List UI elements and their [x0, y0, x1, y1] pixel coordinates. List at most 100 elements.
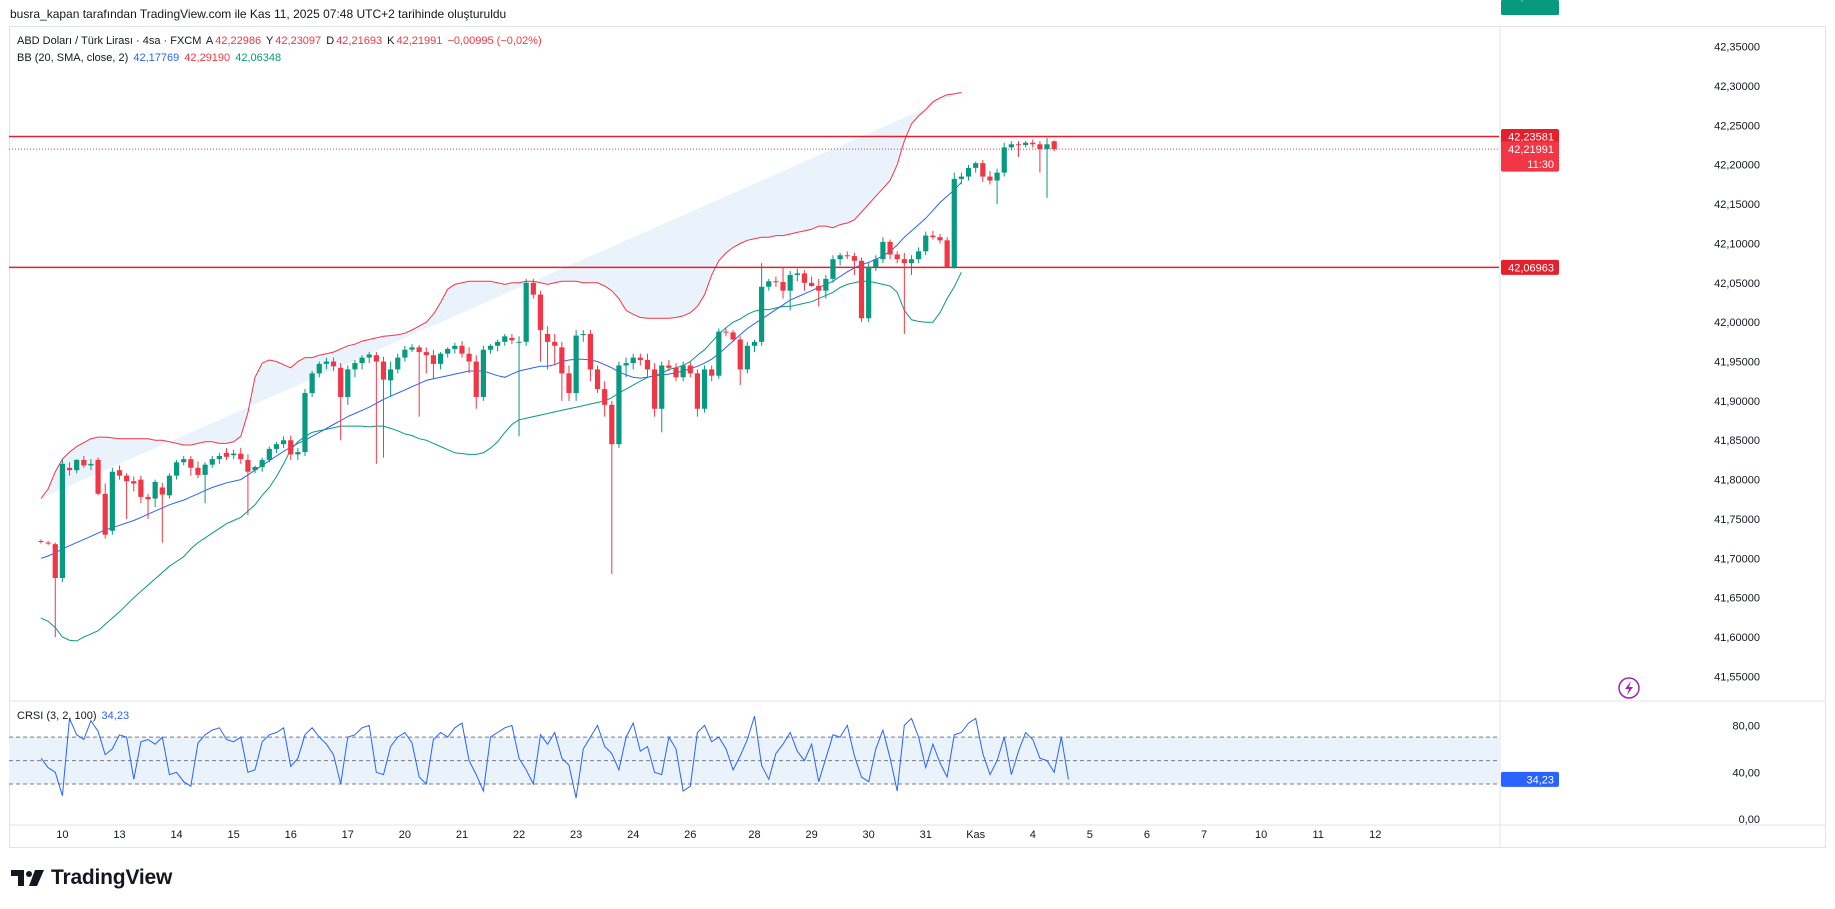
- crsi-legend[interactable]: CRSI (3, 2, 100) 34,23: [17, 710, 131, 722]
- candle-body: [923, 235, 929, 252]
- candle-body: [109, 471, 115, 531]
- candle-body: [45, 542, 51, 544]
- close-value: 42,21991: [396, 35, 443, 47]
- candle-body: [145, 496, 151, 500]
- price-tick-label: 42,25000: [1714, 120, 1760, 132]
- candle-body: [537, 294, 544, 331]
- hline-bottom-tag: 42,06963: [1508, 262, 1554, 274]
- candle-body: [687, 365, 693, 374]
- candle-body: [973, 163, 979, 168]
- crsi-tick-label: 0,00: [1739, 814, 1760, 826]
- price-tick-label: 41,60000: [1714, 632, 1760, 644]
- low-value: 42,21693: [336, 35, 383, 47]
- candle-body: [323, 361, 329, 364]
- candle-body: [866, 267, 872, 319]
- time-tick-label: 26: [684, 829, 696, 841]
- price-tick-label: 41,55000: [1714, 671, 1760, 683]
- candle-body: [302, 393, 308, 453]
- lower-bb-tag-bg: [1501, 0, 1559, 15]
- hline-top-tag-bg: [1501, 129, 1559, 145]
- candle-body: [616, 365, 622, 445]
- candle-body: [380, 361, 387, 380]
- time-tick-label: 6: [1144, 829, 1150, 841]
- time-tick-label: 12: [1369, 829, 1381, 841]
- candle-body: [452, 345, 458, 349]
- high-value: 42,23097: [275, 35, 322, 47]
- candle-body: [709, 369, 715, 376]
- candle-body: [623, 363, 629, 366]
- bb-basis-line: [40, 181, 962, 559]
- candle-body: [1001, 147, 1007, 173]
- candle-body: [730, 332, 736, 340]
- crsi-name: CRSI (3, 2, 100): [17, 710, 97, 722]
- high-label: Y: [265, 35, 274, 47]
- time-tick-label: 29: [805, 829, 817, 841]
- price-tick-label: 41,80000: [1714, 475, 1760, 487]
- bb-name: BB (20, SMA, close, 2): [17, 52, 129, 64]
- candle-body: [437, 353, 444, 364]
- candle-body: [216, 455, 222, 460]
- candle-body: [609, 404, 615, 445]
- time-tick-label: 5: [1087, 829, 1093, 841]
- crsi-tick-label: 40,00: [1732, 767, 1760, 779]
- candle-body: [502, 336, 508, 342]
- time-tick-label: 21: [456, 829, 468, 841]
- candle-body: [66, 467, 73, 471]
- candle-body: [166, 475, 173, 496]
- candle-body: [102, 493, 108, 535]
- candles-group: [38, 137, 1057, 638]
- candle-body: [587, 333, 593, 370]
- bb-legend[interactable]: BB (20, SMA, close, 2) 42,17769 42,29190…: [17, 52, 283, 64]
- candle-body: [366, 354, 372, 358]
- candle-body: [288, 440, 294, 455]
- candle-body: [844, 255, 850, 257]
- candle-body: [759, 286, 765, 342]
- time-tick-label: 22: [513, 829, 525, 841]
- candle-body: [723, 331, 729, 333]
- candle-body: [295, 452, 301, 455]
- alert-lightning-icon[interactable]: [1618, 677, 1640, 699]
- time-tick-label: 11: [1312, 829, 1323, 841]
- candle-body: [894, 254, 900, 260]
- candle-body: [801, 273, 808, 283]
- change-value: −0,00995 (−0,02%): [447, 35, 542, 47]
- candle-body: [1015, 144, 1022, 146]
- candle-body: [423, 352, 429, 356]
- candle-body: [751, 341, 758, 346]
- candle-body: [944, 240, 950, 268]
- candle-body: [780, 282, 786, 291]
- price-tick-label: 41,90000: [1714, 396, 1760, 408]
- candle-body: [737, 339, 743, 370]
- candle-body: [630, 357, 636, 364]
- candle-body: [466, 353, 472, 362]
- candle-body: [858, 260, 865, 319]
- price-tick-label: 41,75000: [1714, 514, 1760, 526]
- crsi-line: [40, 715, 1069, 799]
- candle-body: [273, 444, 280, 449]
- symbol-name: ABD Doları / Türk Lirası · 4sa · FXCM: [17, 35, 202, 47]
- crsi-tick-label: 80,00: [1732, 720, 1760, 732]
- candle-body: [823, 278, 829, 291]
- candle-body: [1030, 142, 1036, 145]
- hline-bottom-tag-bg: [1501, 259, 1559, 275]
- candle-body: [52, 544, 58, 578]
- candle-body: [495, 341, 501, 346]
- candle-body: [245, 459, 251, 472]
- candle-body: [223, 452, 230, 457]
- candle-body: [594, 369, 601, 390]
- candle-body: [659, 365, 665, 409]
- tradingview-logo[interactable]: TradingView: [11, 866, 172, 890]
- candle-body: [980, 163, 986, 177]
- candle-body: [530, 282, 536, 295]
- candle-body: [644, 359, 651, 370]
- candle-body: [787, 274, 793, 291]
- candle-body: [409, 347, 415, 350]
- time-tick-label: 31: [920, 829, 932, 841]
- candle-body: [252, 467, 258, 471]
- chart-frame: [9, 26, 1826, 848]
- time-tick-label: 17: [342, 829, 354, 841]
- candle-body: [637, 357, 643, 360]
- candle-body: [338, 367, 344, 397]
